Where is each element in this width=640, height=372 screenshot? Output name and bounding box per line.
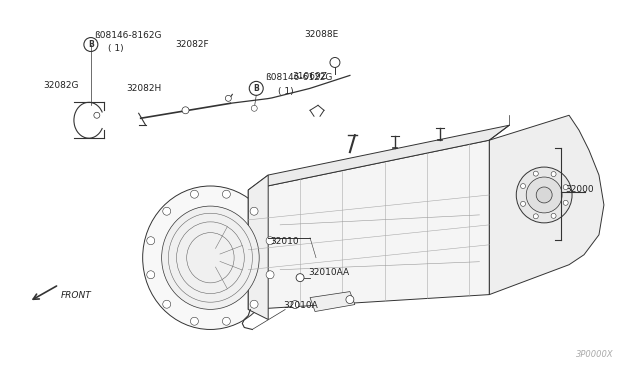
- Circle shape: [252, 105, 257, 111]
- Circle shape: [163, 300, 171, 308]
- Circle shape: [526, 177, 562, 213]
- Polygon shape: [490, 115, 604, 295]
- Text: ß08146-6122G: ß08146-6122G: [265, 73, 333, 82]
- Circle shape: [266, 271, 274, 279]
- Circle shape: [191, 317, 198, 325]
- Circle shape: [266, 237, 274, 245]
- Circle shape: [563, 185, 568, 190]
- Text: 32000: 32000: [565, 186, 594, 195]
- Circle shape: [291, 301, 299, 308]
- Text: FRONT: FRONT: [61, 291, 92, 300]
- Circle shape: [223, 317, 230, 325]
- Ellipse shape: [162, 206, 259, 310]
- Text: 32082F: 32082F: [175, 40, 209, 49]
- Text: ß08146-8162G: ß08146-8162G: [94, 31, 161, 40]
- Text: B: B: [253, 84, 259, 93]
- Circle shape: [163, 207, 171, 215]
- Circle shape: [147, 271, 155, 279]
- Circle shape: [533, 214, 538, 219]
- Polygon shape: [248, 140, 490, 310]
- Text: ( 1): ( 1): [278, 87, 294, 96]
- Text: 32082H: 32082H: [127, 84, 162, 93]
- Circle shape: [520, 201, 525, 206]
- Circle shape: [223, 190, 230, 198]
- Circle shape: [147, 237, 155, 245]
- Text: 32088E: 32088E: [304, 30, 339, 39]
- Text: ( 1): ( 1): [108, 44, 124, 53]
- Circle shape: [225, 95, 231, 101]
- Circle shape: [516, 167, 572, 223]
- Circle shape: [250, 300, 258, 308]
- Polygon shape: [248, 125, 509, 190]
- Text: B: B: [88, 40, 93, 49]
- Text: 3P0000X: 3P0000X: [576, 350, 614, 359]
- Circle shape: [536, 187, 552, 203]
- Circle shape: [551, 214, 556, 218]
- Circle shape: [551, 171, 556, 177]
- Text: 32010A: 32010A: [283, 301, 318, 310]
- Circle shape: [94, 112, 100, 118]
- Circle shape: [533, 171, 538, 176]
- Circle shape: [296, 274, 304, 282]
- Polygon shape: [310, 292, 355, 311]
- Text: 32010: 32010: [270, 237, 299, 246]
- Text: 31069Z: 31069Z: [292, 72, 327, 81]
- Circle shape: [346, 296, 354, 304]
- Circle shape: [191, 190, 198, 198]
- Circle shape: [520, 183, 525, 189]
- Polygon shape: [248, 175, 268, 320]
- Ellipse shape: [143, 186, 278, 330]
- Circle shape: [563, 200, 568, 205]
- Text: 32082G: 32082G: [43, 81, 79, 90]
- Circle shape: [250, 207, 258, 215]
- Circle shape: [330, 58, 340, 67]
- Circle shape: [182, 107, 189, 114]
- Text: 32010AA: 32010AA: [308, 268, 349, 277]
